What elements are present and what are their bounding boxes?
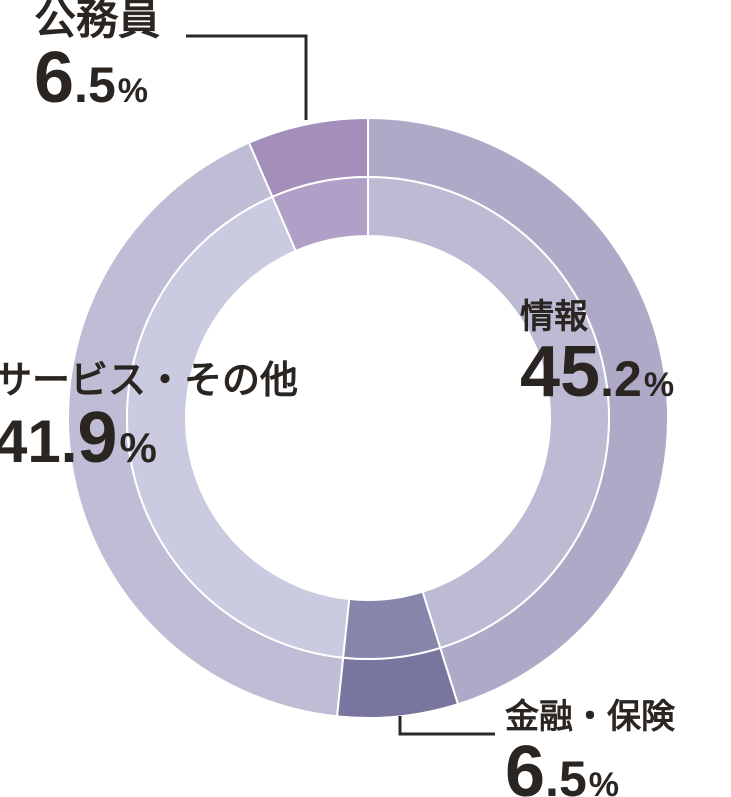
label-value-service: 41.9% bbox=[0, 402, 298, 474]
donut-chart: 情報45.2%金融・保険6.5%サービス・その他41.9%公務員6.5% bbox=[0, 0, 731, 797]
label-name-public: 公務員 bbox=[34, 0, 160, 42]
label-public: 公務員6.5% bbox=[34, 0, 160, 114]
leader-insurance bbox=[400, 716, 495, 734]
label-info: 情報45.2% bbox=[520, 300, 674, 408]
leader-public bbox=[186, 36, 306, 120]
label-name-info: 情報 bbox=[520, 300, 674, 336]
slice-inner-insurance bbox=[343, 592, 440, 659]
label-value-info: 45.2% bbox=[520, 336, 674, 408]
label-insurance: 金融・保険6.5% bbox=[505, 700, 675, 797]
label-service: サービス・その他41.9% bbox=[0, 362, 298, 474]
label-value-public: 6.5% bbox=[34, 42, 160, 114]
label-name-insurance: 金融・保険 bbox=[505, 700, 675, 736]
label-name-service: サービス・その他 bbox=[0, 362, 298, 402]
label-value-insurance: 6.5% bbox=[505, 736, 675, 797]
